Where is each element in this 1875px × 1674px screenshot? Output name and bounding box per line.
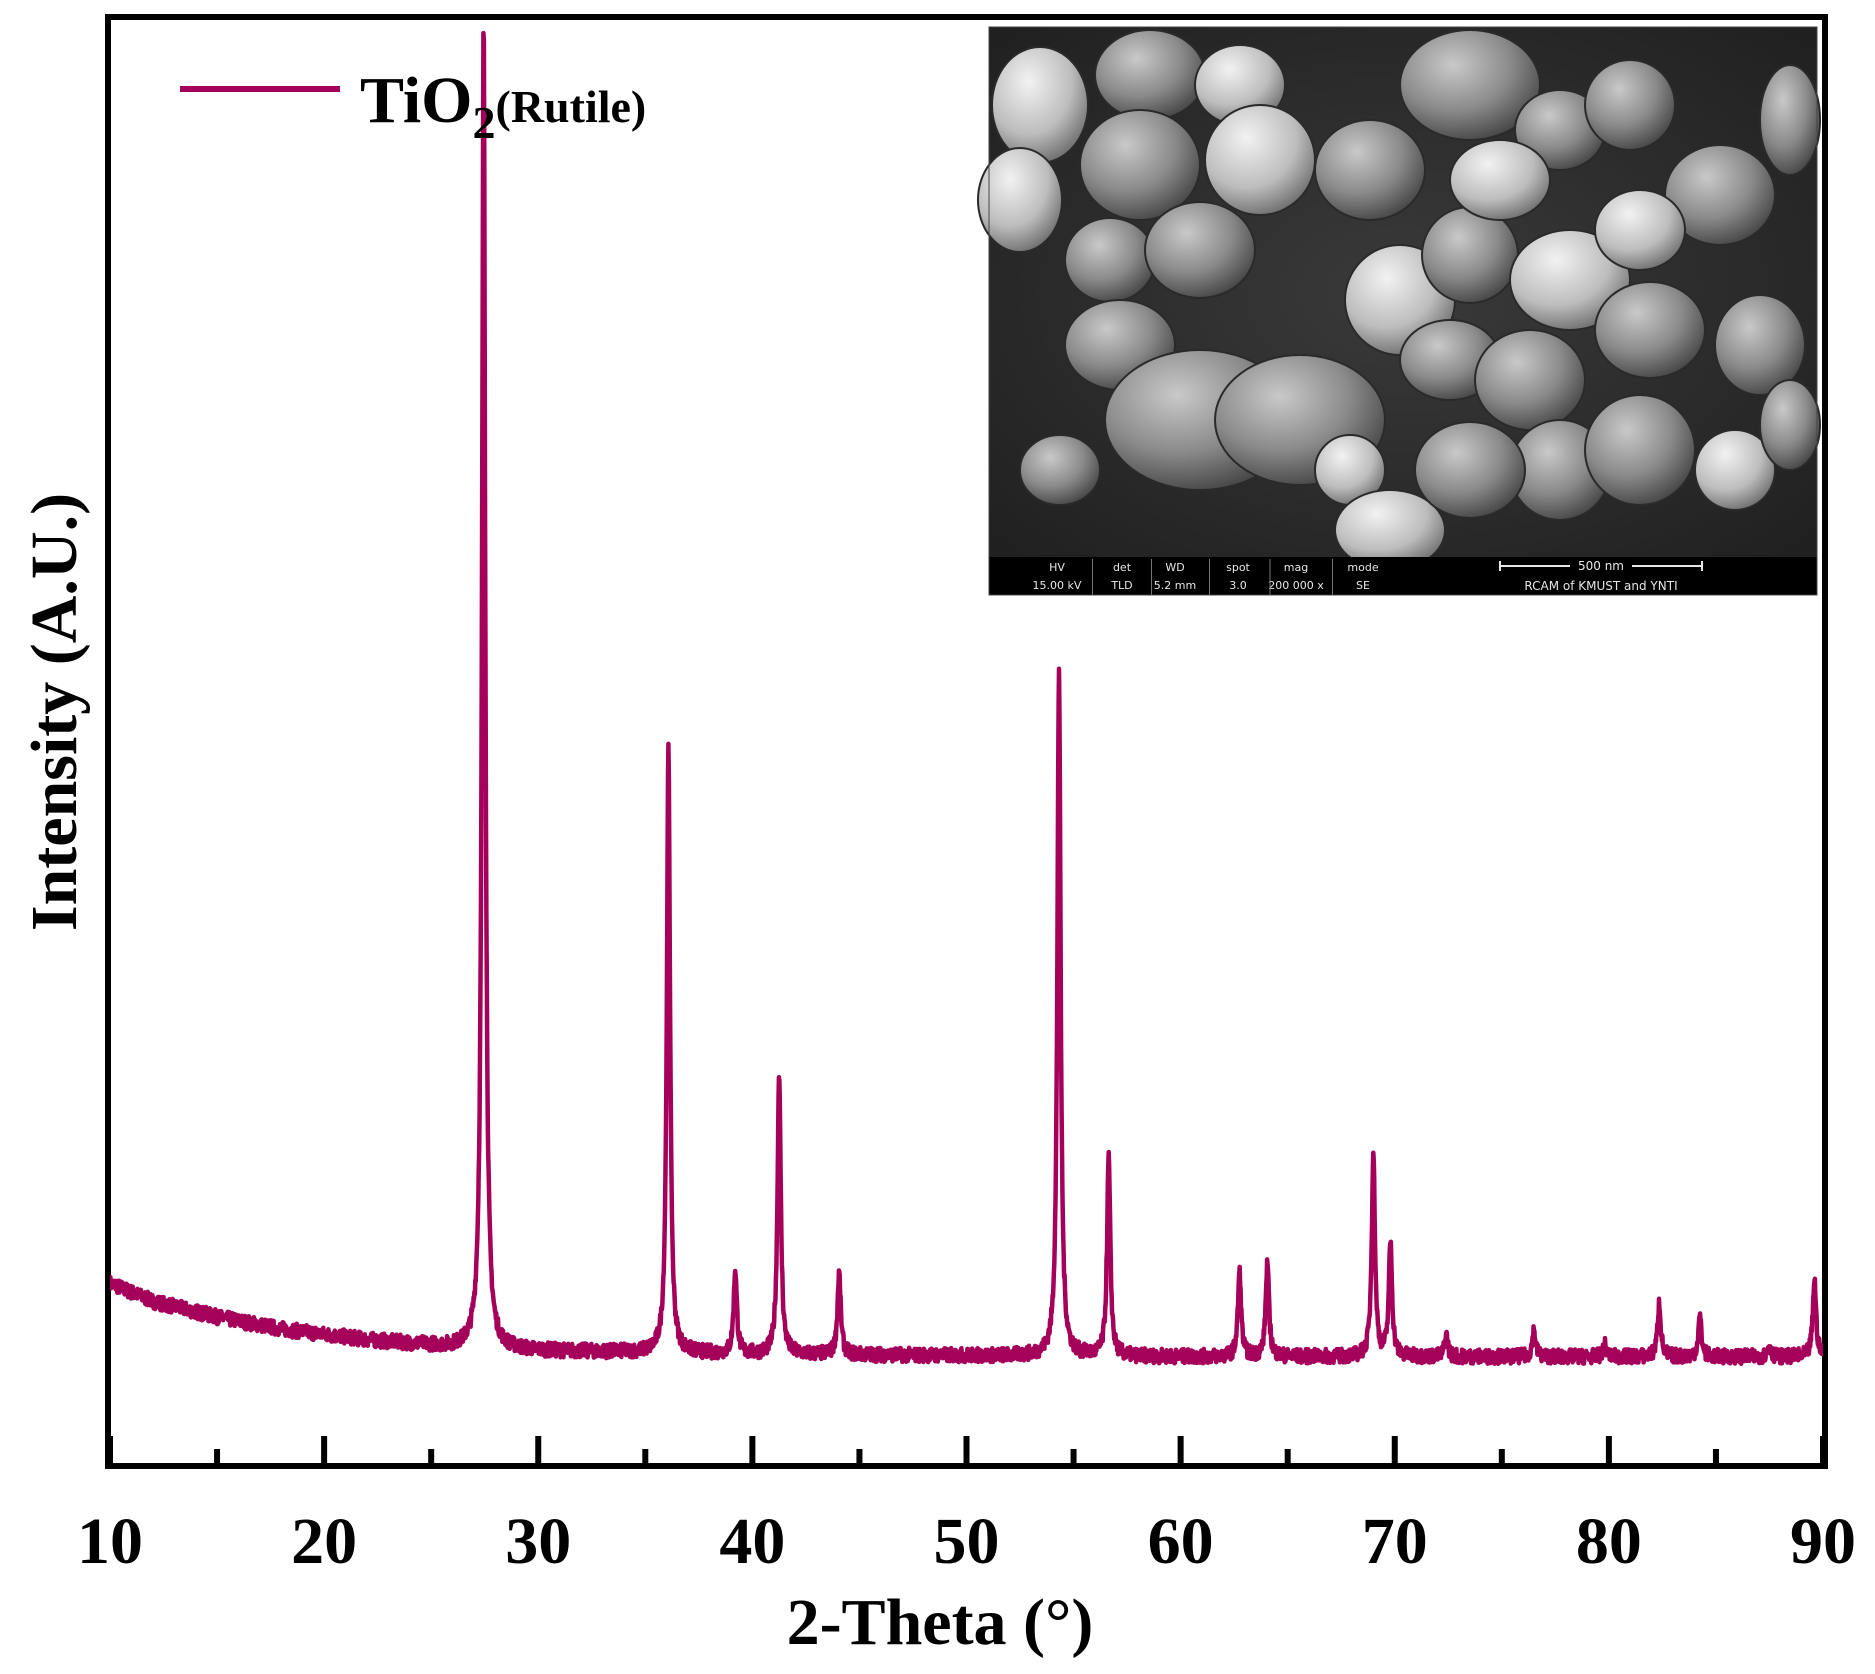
sem-inset-border <box>988 26 1818 596</box>
sem-info-value: 5.2 mm <box>1154 579 1196 592</box>
x-tick-label: 40 <box>719 1505 785 1578</box>
sem-lab-label: RCAM of KMUST and YNTI <box>1524 579 1677 593</box>
x-tick-label: 50 <box>934 1505 1000 1578</box>
x-tick-label: 80 <box>1576 1505 1642 1578</box>
sem-particle <box>1314 119 1426 221</box>
legend-label-subscript: 2 <box>473 97 496 148</box>
sem-particle <box>1594 189 1686 271</box>
sem-info-key: mag <box>1284 561 1308 574</box>
sem-particle <box>991 46 1089 164</box>
sem-info-value: TLD <box>1110 579 1132 592</box>
sem-particle <box>1759 379 1821 471</box>
sem-inset: HV 15.00 kV det TLD WD 5.2 mm spot 3.0 mag 200 00… <box>977 26 1821 596</box>
sem-particle <box>1584 59 1676 151</box>
sem-particle <box>1714 294 1806 396</box>
sem-info-fields: HV 15.00 kV det TLD WD 5.2 mm spot 3.0 mag 200 00… <box>1033 559 1379 595</box>
sem-scale-label: 500 nm <box>1578 559 1624 573</box>
sem-info-key: det <box>1113 561 1132 574</box>
sem-info-value: 3.0 <box>1229 579 1247 592</box>
sem-info-value: SE <box>1356 579 1370 592</box>
x-axis-title: 2-Theta (°) <box>787 1586 1094 1659</box>
xrd-pattern-line <box>110 30 1823 1366</box>
sem-particle <box>1094 29 1206 121</box>
sem-info-bar <box>989 557 1817 595</box>
sem-particle <box>1594 281 1706 379</box>
sem-particle <box>1019 434 1101 506</box>
sem-particle <box>1509 229 1631 331</box>
sem-particle <box>1064 217 1156 303</box>
sem-particle <box>1144 201 1256 299</box>
x-tick-label: 90 <box>1790 1505 1856 1578</box>
sem-particle <box>1204 104 1316 216</box>
x-tick-label: 30 <box>505 1505 571 1578</box>
legend-label-main: TiO <box>360 64 473 137</box>
sem-particle <box>1584 394 1696 506</box>
x-axis: 10 20 30 40 50 60 70 80 90 <box>77 1436 1856 1578</box>
legend: TiO2(Rutile) <box>180 64 646 148</box>
sem-info-key: HV <box>1049 561 1065 574</box>
sem-particle <box>1421 206 1519 304</box>
sem-particle <box>1474 329 1586 431</box>
sem-particles <box>977 29 1821 571</box>
legend-label-suffix: (Rutile) <box>496 81 647 132</box>
sem-info-key: spot <box>1226 561 1250 574</box>
sem-info-value: 200 000 x <box>1268 579 1324 592</box>
x-tick-label: 70 <box>1362 1505 1428 1578</box>
x-tick-label: 60 <box>1148 1505 1214 1578</box>
y-axis-title: Intensity (A.U.) <box>18 493 91 931</box>
plot-frame <box>105 14 1828 1469</box>
sem-particle <box>1449 139 1551 221</box>
sem-info-value: 15.00 kV <box>1033 579 1082 592</box>
sem-scale-label-bg <box>1570 558 1632 572</box>
x-tick-label: 10 <box>77 1505 143 1578</box>
sem-info-key: mode <box>1347 561 1378 574</box>
sem-particle <box>1664 144 1776 246</box>
sem-particle <box>1694 429 1776 511</box>
sem-particle <box>1079 109 1201 221</box>
sem-particle <box>977 147 1063 253</box>
legend-label: TiO2(Rutile) <box>360 64 646 148</box>
sem-particle <box>1399 29 1541 141</box>
sem-info-key: WD <box>1165 561 1184 574</box>
sem-particle <box>1759 64 1821 176</box>
sem-particle <box>1414 421 1526 519</box>
x-tick-label: 20 <box>291 1505 357 1578</box>
